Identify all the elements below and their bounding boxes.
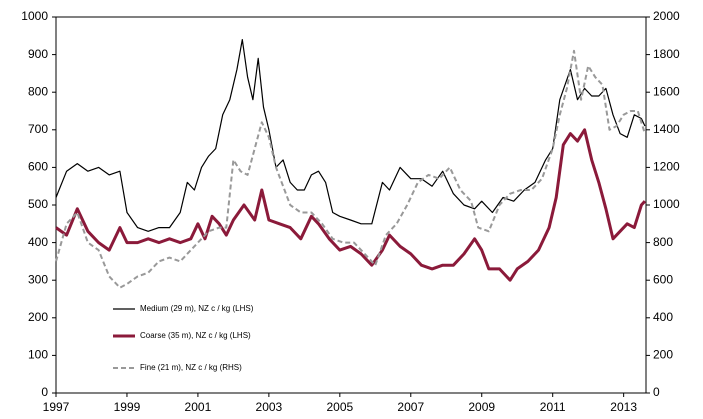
y-tick-label: 500 (28, 197, 48, 211)
y2-tick-label: 1600 (653, 84, 680, 98)
y-tick-label: 600 (28, 160, 48, 174)
x-tick-label: 2009 (468, 400, 495, 414)
y-tick-label: 1000 (21, 9, 48, 23)
y2-tick-label: 1200 (653, 160, 680, 174)
y2-tick-label: 1400 (653, 122, 680, 136)
y2-tick-label: 2000 (653, 9, 680, 23)
y2-tick-label: 1800 (653, 47, 680, 61)
y-tick-label: 900 (28, 47, 48, 61)
y2-tick-label: 1000 (653, 197, 680, 211)
y-tick-label: 100 (28, 348, 48, 362)
y-tick-label: 200 (28, 310, 48, 324)
y-tick-label: 0 (41, 385, 48, 399)
y2-tick-label: 600 (653, 272, 673, 286)
y-tick-label: 800 (28, 84, 48, 98)
legend-label: Fine (21 m), NZ c / kg (RHS) (140, 363, 242, 372)
y2-tick-label: 0 (653, 385, 660, 399)
y-tick-label: 300 (28, 272, 48, 286)
y2-tick-label: 200 (653, 348, 673, 362)
x-tick-label: 2005 (326, 400, 353, 414)
x-tick-label: 1999 (114, 400, 141, 414)
series-line (55, 39, 646, 232)
y-tick-label: 400 (28, 235, 48, 249)
x-tick-label: 1997 (43, 400, 70, 414)
x-tick-label: 2001 (185, 400, 212, 414)
series-line (55, 49, 646, 289)
x-tick-label: 2011 (540, 400, 566, 414)
x-tick-label: 2007 (397, 400, 424, 414)
legend-label: Coarse (35 m), NZ c / kg (LHS) (140, 331, 251, 340)
legend-label: Medium (29 m), NZ c / kg (LHS) (140, 304, 254, 313)
x-tick-label: 2013 (610, 400, 637, 414)
y2-tick-label: 400 (653, 310, 673, 324)
x-tick-label: 2003 (256, 400, 283, 414)
y-tick-label: 700 (28, 122, 48, 136)
y2-tick-label: 800 (653, 235, 673, 249)
series-line (55, 128, 647, 282)
